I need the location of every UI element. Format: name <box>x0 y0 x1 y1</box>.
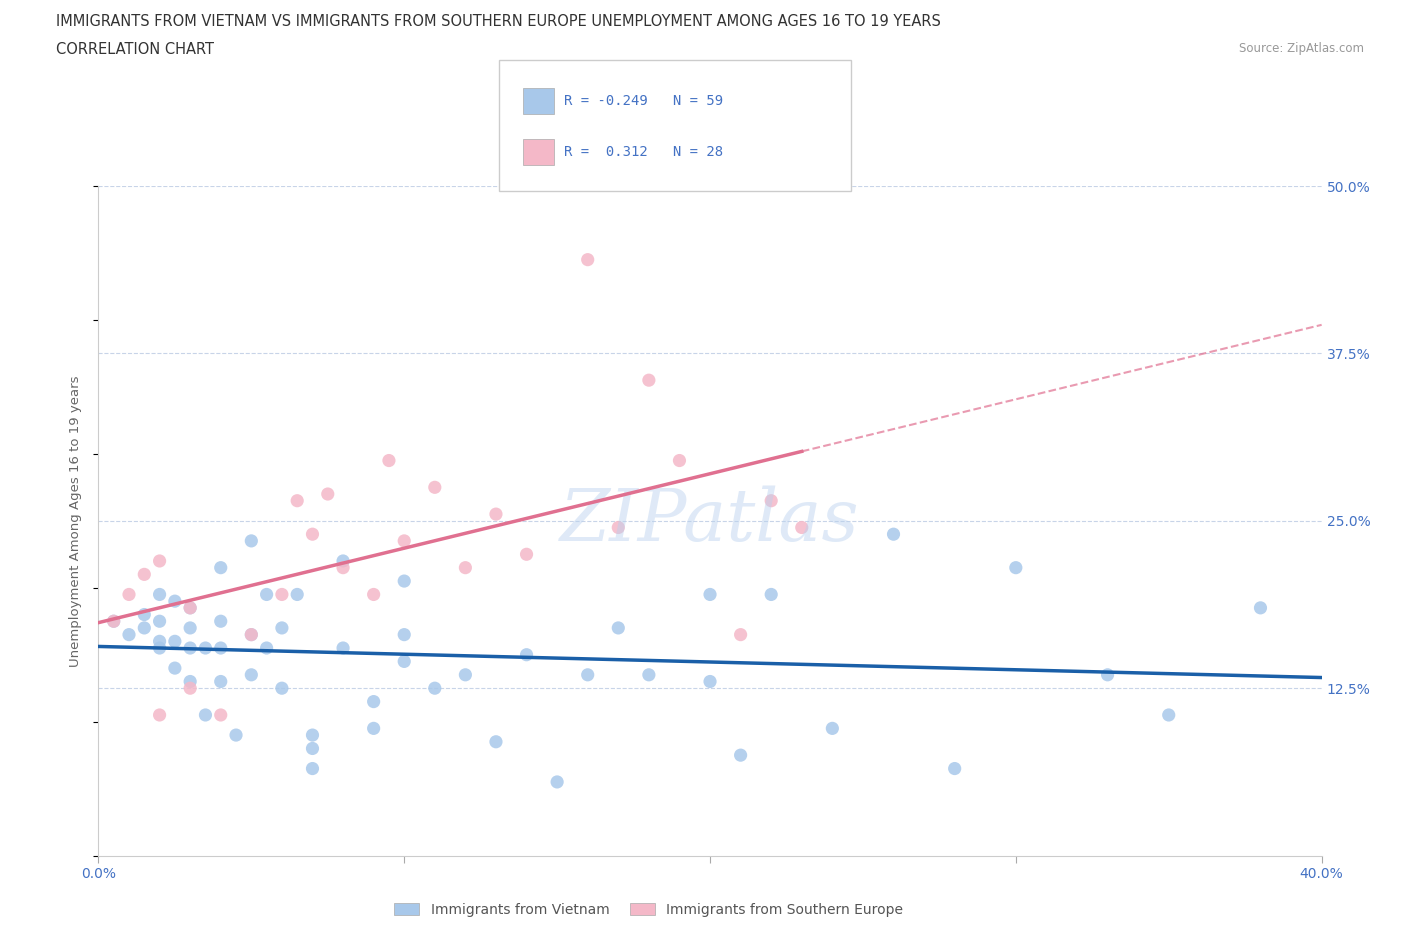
Point <box>209 641 232 656</box>
Point <box>225 727 247 742</box>
Point <box>637 668 661 683</box>
Point <box>301 526 323 541</box>
Point <box>103 614 125 629</box>
Point <box>332 553 354 568</box>
Point <box>179 601 201 616</box>
Point <box>576 252 599 267</box>
Point <box>392 574 416 589</box>
Point <box>209 614 232 629</box>
Point <box>240 627 263 642</box>
Point <box>790 520 813 535</box>
Point <box>209 674 232 689</box>
Point <box>668 453 690 468</box>
Point <box>270 681 292 696</box>
Point <box>332 560 354 575</box>
Point <box>194 708 217 723</box>
Point <box>516 647 538 662</box>
Point <box>149 614 172 629</box>
Point <box>546 775 568 790</box>
Point <box>209 708 232 723</box>
Point <box>392 534 416 549</box>
Text: R = -0.249   N = 59: R = -0.249 N = 59 <box>564 94 723 109</box>
Point <box>118 587 141 602</box>
Point <box>163 660 186 675</box>
Point <box>699 587 721 602</box>
Point <box>363 587 385 602</box>
Point <box>699 674 721 689</box>
Point <box>821 721 844 736</box>
Point <box>209 560 232 575</box>
Point <box>576 668 599 683</box>
Point <box>118 627 141 642</box>
Point <box>607 620 630 635</box>
Point <box>134 607 156 622</box>
Point <box>301 727 323 742</box>
Point <box>134 620 156 635</box>
Point <box>179 674 201 689</box>
Point <box>270 587 292 602</box>
Text: CORRELATION CHART: CORRELATION CHART <box>56 42 214 57</box>
Point <box>637 373 661 388</box>
Point <box>194 641 217 656</box>
Point <box>759 587 782 602</box>
Point <box>363 721 385 736</box>
Point <box>423 480 446 495</box>
Point <box>270 620 292 635</box>
Point <box>363 694 385 709</box>
Point <box>240 627 263 642</box>
Point <box>730 627 752 642</box>
Point <box>149 587 172 602</box>
Point <box>454 668 477 683</box>
Point <box>240 668 263 683</box>
Point <box>301 761 323 776</box>
Y-axis label: Unemployment Among Ages 16 to 19 years: Unemployment Among Ages 16 to 19 years <box>69 375 83 667</box>
Text: ZIPatlas: ZIPatlas <box>560 485 860 556</box>
Point <box>392 654 416 669</box>
Point <box>516 547 538 562</box>
Point <box>1097 668 1119 683</box>
Point <box>256 641 278 656</box>
Point <box>163 634 186 649</box>
Point <box>301 741 323 756</box>
Point <box>454 560 477 575</box>
Point <box>423 681 446 696</box>
Point <box>179 620 201 635</box>
Point <box>607 520 630 535</box>
Point <box>943 761 966 776</box>
Point <box>1004 560 1026 575</box>
Point <box>730 748 752 763</box>
Point <box>179 641 201 656</box>
Point <box>1157 708 1180 723</box>
Legend: Immigrants from Vietnam, Immigrants from Southern Europe: Immigrants from Vietnam, Immigrants from… <box>389 897 908 923</box>
Point <box>285 587 308 602</box>
Point <box>392 627 416 642</box>
Point <box>883 526 905 541</box>
Point <box>332 641 354 656</box>
Point <box>179 681 201 696</box>
Point <box>149 634 172 649</box>
Point <box>485 735 508 750</box>
Point <box>316 486 339 501</box>
Point <box>285 493 308 508</box>
Text: Source: ZipAtlas.com: Source: ZipAtlas.com <box>1239 42 1364 55</box>
Point <box>759 493 782 508</box>
Point <box>149 553 172 568</box>
Point <box>240 534 263 549</box>
Text: IMMIGRANTS FROM VIETNAM VS IMMIGRANTS FROM SOUTHERN EUROPE UNEMPLOYMENT AMONG AG: IMMIGRANTS FROM VIETNAM VS IMMIGRANTS FR… <box>56 14 941 29</box>
Point <box>485 507 508 522</box>
Text: R =  0.312   N = 28: R = 0.312 N = 28 <box>564 145 723 159</box>
Point <box>103 614 125 629</box>
Point <box>1249 601 1271 616</box>
Point <box>149 708 172 723</box>
Point <box>378 453 401 468</box>
Point <box>163 593 186 608</box>
Point <box>149 641 172 656</box>
Point <box>179 601 201 616</box>
Point <box>134 567 156 582</box>
Point <box>256 587 278 602</box>
